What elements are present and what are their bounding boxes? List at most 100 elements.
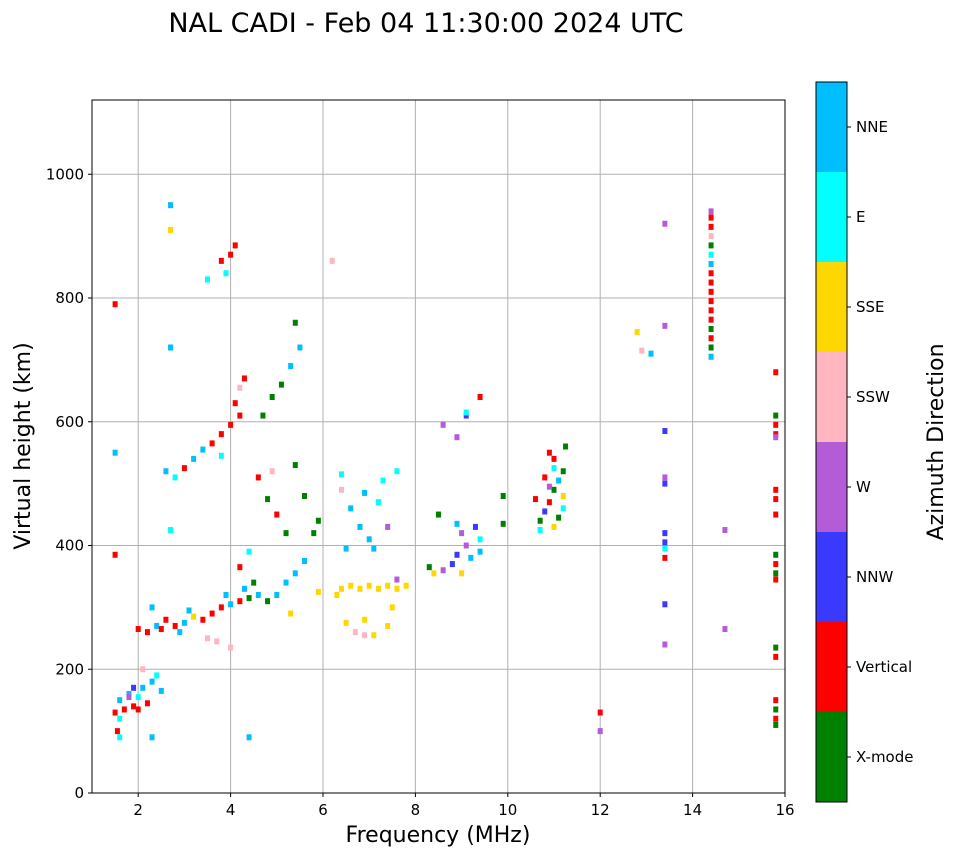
data-point — [168, 527, 174, 534]
data-point — [237, 384, 243, 391]
data-point — [302, 493, 308, 499]
data-point — [394, 576, 400, 583]
data-point — [302, 557, 308, 564]
data-point — [722, 626, 728, 633]
data-point — [454, 434, 460, 441]
data-point — [269, 468, 275, 475]
data-point — [348, 582, 354, 589]
data-point — [662, 554, 668, 561]
data-point — [200, 446, 206, 453]
x-tick-label: 14 — [683, 801, 702, 819]
data-point — [228, 251, 234, 258]
data-point — [551, 455, 557, 462]
data-point — [338, 471, 344, 478]
colorbar-label: Azimuth Direction — [924, 343, 949, 540]
data-point — [394, 585, 400, 592]
plot-frame — [91, 99, 786, 794]
data-point — [283, 530, 289, 537]
data-point — [168, 226, 174, 233]
data-point — [773, 576, 779, 583]
data-point — [232, 242, 238, 249]
data-point — [343, 619, 349, 626]
data-point — [352, 629, 358, 636]
data-point — [722, 527, 728, 534]
data-point — [223, 270, 229, 277]
data-point — [440, 567, 446, 574]
data-point — [255, 592, 261, 598]
data-point — [218, 257, 224, 264]
data-point — [463, 409, 469, 416]
data-point — [708, 279, 714, 286]
data-point — [463, 542, 469, 549]
data-point — [315, 588, 321, 595]
data-point — [246, 548, 252, 555]
data-point — [542, 474, 548, 481]
data-point — [542, 508, 548, 515]
data-point — [634, 329, 640, 336]
data-point — [121, 706, 127, 713]
colorbar-label-7: NNE — [856, 118, 888, 136]
data-point — [500, 520, 506, 527]
x-tick-label: 8 — [411, 801, 421, 819]
data-point — [214, 638, 220, 645]
data-point — [112, 301, 118, 308]
data-point — [403, 582, 409, 589]
data-point — [154, 622, 160, 629]
data-point — [168, 344, 174, 351]
y-axis-label: Virtual height (km) — [11, 342, 36, 549]
colorbar-swatch — [816, 712, 847, 802]
data-point — [385, 622, 391, 629]
grid-lines — [92, 100, 786, 794]
data-point — [773, 570, 779, 577]
data-point — [556, 514, 562, 521]
data-point — [773, 412, 779, 419]
y-tick-label: 1000 — [46, 165, 84, 183]
y-tick-label: 200 — [55, 660, 84, 678]
data-point — [708, 335, 714, 342]
data-point — [228, 421, 234, 428]
data-point — [773, 496, 779, 503]
data-point — [241, 585, 247, 592]
data-point — [773, 644, 779, 651]
colorbar-label-2: NNW — [856, 568, 893, 586]
colorbar-swatch — [816, 262, 847, 352]
x-axis-ticks: 2 4 6 8 10 12 14 16 — [133, 793, 795, 819]
x-tick-label: 12 — [591, 801, 610, 819]
data-point — [140, 666, 146, 673]
data-point — [149, 734, 155, 741]
data-point — [708, 344, 714, 351]
data-point — [218, 604, 224, 611]
data-point — [563, 443, 569, 450]
data-point — [546, 483, 552, 490]
data-point — [551, 486, 557, 493]
data-point — [114, 728, 120, 735]
data-point — [288, 363, 294, 370]
data-point — [662, 474, 668, 481]
data-point — [708, 223, 714, 230]
data-point — [126, 694, 132, 701]
data-point — [560, 468, 566, 475]
data-point — [228, 601, 234, 608]
data-point — [181, 619, 187, 626]
data-point — [237, 412, 243, 419]
data-point — [459, 570, 465, 577]
data-point — [551, 465, 557, 472]
x-tick-label: 2 — [133, 801, 143, 819]
data-point — [440, 421, 446, 428]
data-point — [149, 604, 155, 611]
data-point — [560, 505, 566, 512]
data-point — [662, 530, 668, 537]
colorbar-swatch — [816, 442, 847, 532]
data-point — [246, 734, 252, 741]
data-point — [708, 288, 714, 295]
data-point — [648, 350, 654, 357]
data-point — [533, 496, 539, 503]
data-point — [246, 595, 252, 602]
data-point — [112, 709, 118, 716]
data-point — [126, 691, 132, 697]
data-point — [556, 477, 562, 484]
data-point — [255, 474, 261, 481]
data-point — [773, 486, 779, 493]
data-point — [117, 734, 123, 741]
data-point — [241, 375, 247, 382]
